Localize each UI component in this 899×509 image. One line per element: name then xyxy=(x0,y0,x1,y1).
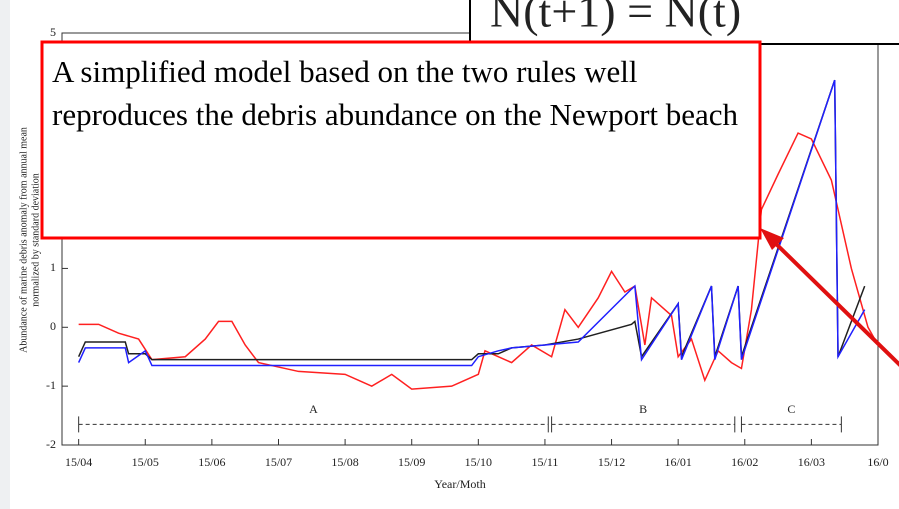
x-tick-label: 15/06 xyxy=(198,455,225,469)
arrow-head xyxy=(760,228,784,250)
y-tick-label: -1 xyxy=(46,378,56,392)
x-tick-label: 16/0 xyxy=(867,455,888,469)
arrow-line xyxy=(766,234,899,367)
y-tick-label: 5 xyxy=(50,25,56,39)
x-tick-label: 15/09 xyxy=(398,455,425,469)
x-tick-label: 15/10 xyxy=(465,455,492,469)
x-tick-label: 15/08 xyxy=(331,455,358,469)
period-label: A xyxy=(309,402,318,416)
x-tick-label: 16/01 xyxy=(664,455,691,469)
heading: N(t+1) = N(t) xyxy=(490,0,741,37)
y-axis-label-line: Abundance of marine debris anomaly from … xyxy=(18,127,29,353)
y-tick-label: 1 xyxy=(50,260,56,274)
x-tick-label: 15/11 xyxy=(531,455,558,469)
x-axis-label: Year/Moth xyxy=(434,477,485,491)
period-label: C xyxy=(787,402,795,416)
period-label: B xyxy=(639,402,647,416)
y-tick-label: -2 xyxy=(46,437,56,451)
x-tick-label: 15/12 xyxy=(598,455,625,469)
y-axis-label-line: normalized by standard deviation xyxy=(30,173,41,307)
x-tick-label: 15/07 xyxy=(265,455,292,469)
series-line xyxy=(77,79,866,367)
y-axis-label: Abundance of marine debris anomaly from … xyxy=(18,127,41,353)
x-tick-label: 15/04 xyxy=(65,455,92,469)
x-tick-label: 16/02 xyxy=(731,455,758,469)
plot: -2-101234515/0415/0515/0615/0715/0815/09… xyxy=(46,25,889,469)
x-tick-label: 15/05 xyxy=(132,455,159,469)
x-tick-label: 16/03 xyxy=(798,455,825,469)
callout-box xyxy=(40,40,762,240)
callout-container: A simplified model based on the two rule… xyxy=(52,54,739,132)
heading-box xyxy=(469,0,899,45)
series-line xyxy=(78,132,879,390)
y-tick-label: 0 xyxy=(50,319,56,333)
slide-edge xyxy=(0,0,10,509)
callout: A simplified model based on the two rule… xyxy=(52,54,739,132)
